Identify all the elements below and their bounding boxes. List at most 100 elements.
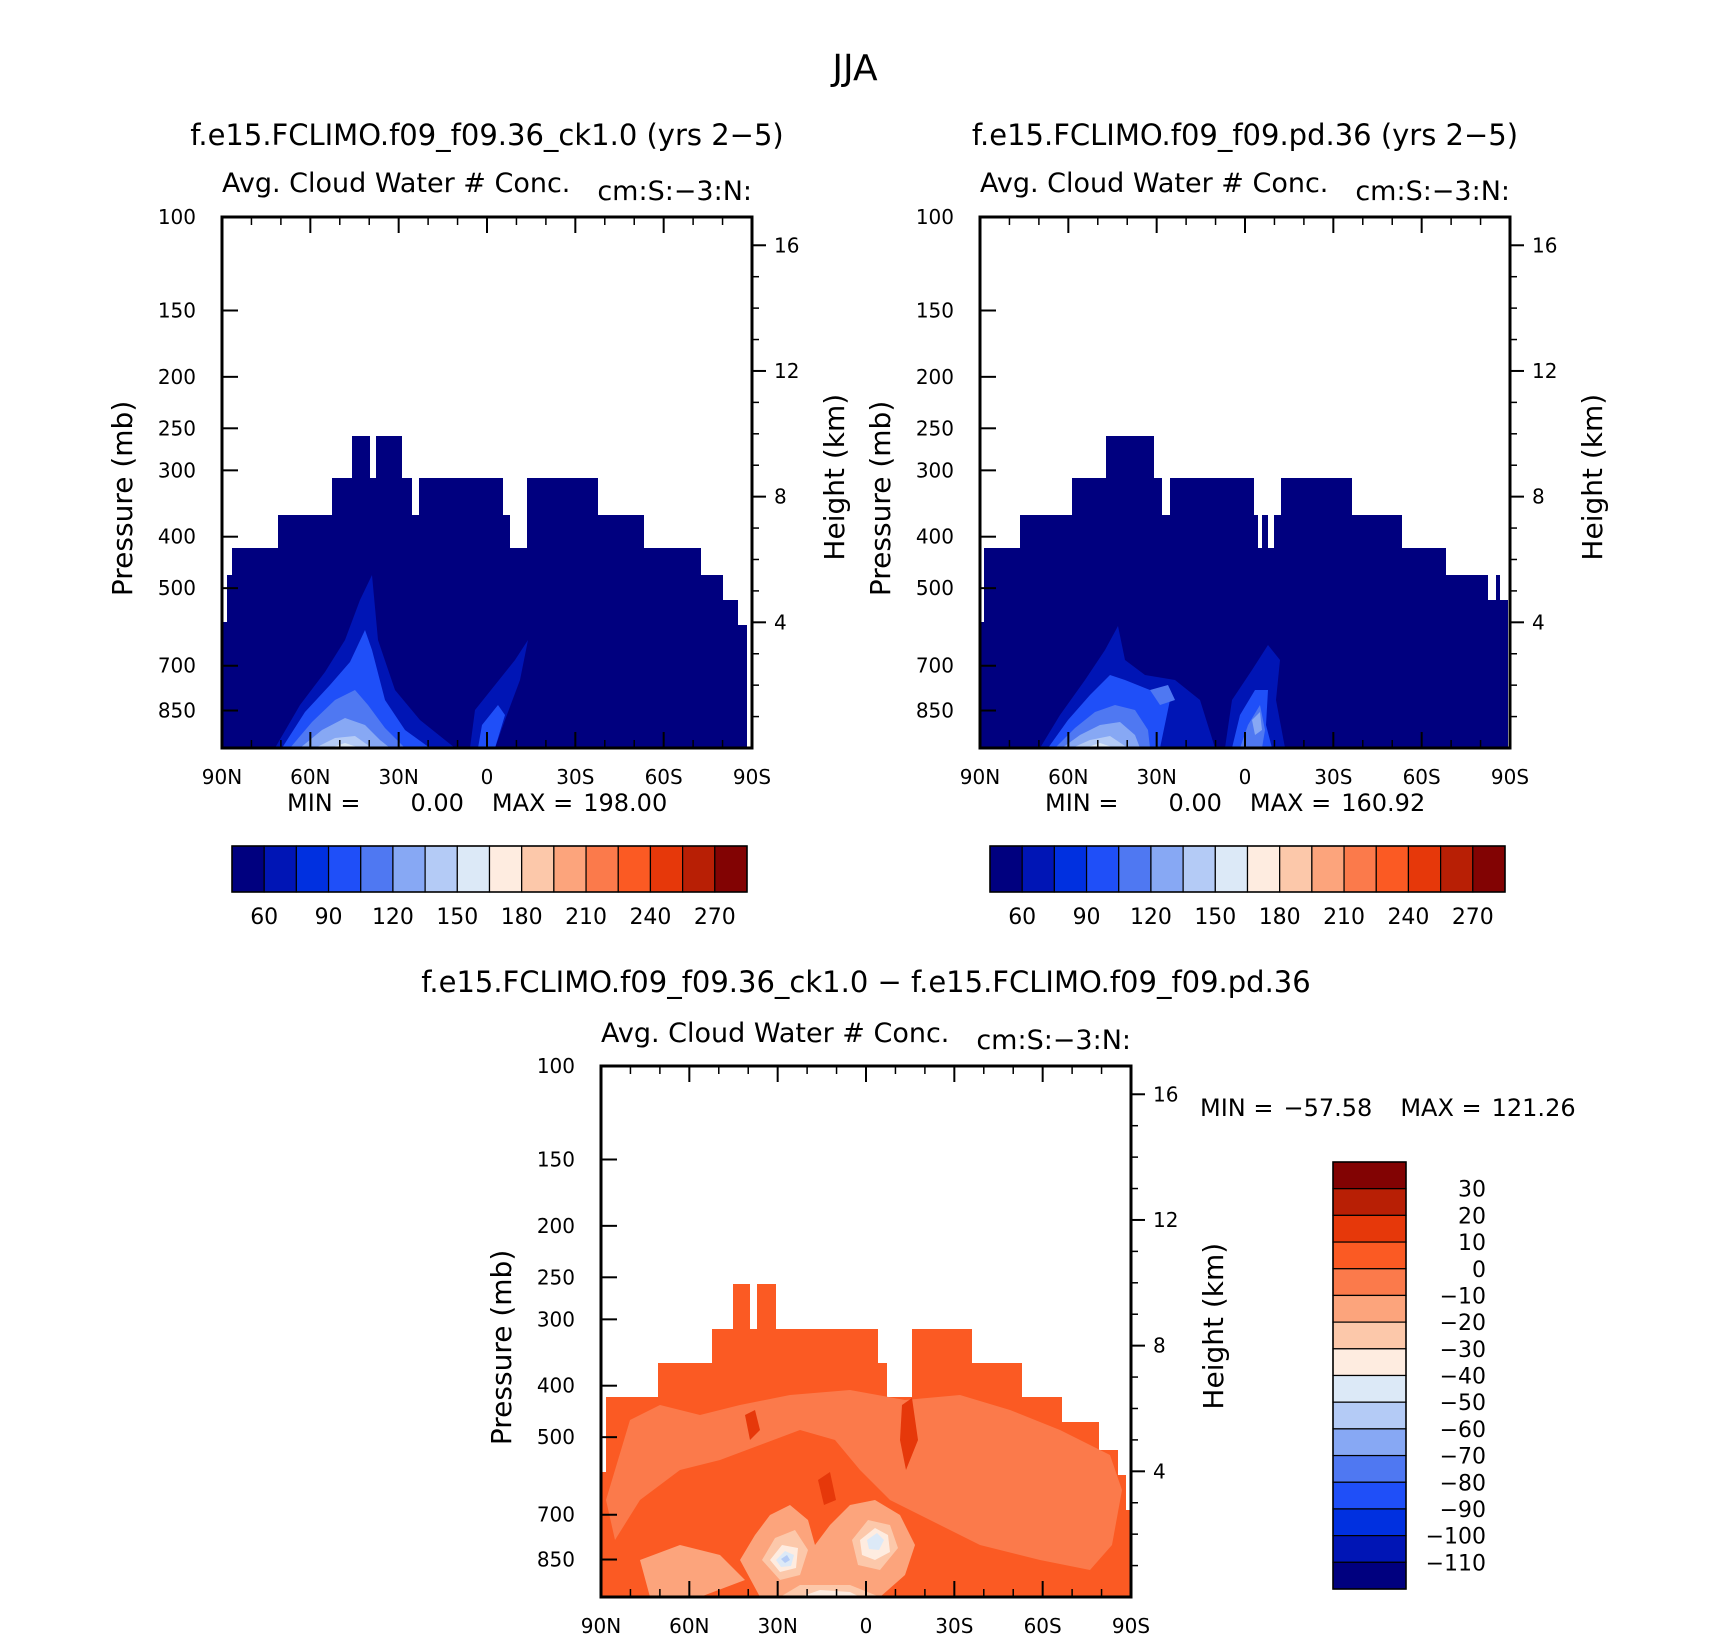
panel-a-colorbar-box — [360, 845, 394, 893]
panel-b-units: cm:S:−3:N: — [1355, 176, 1510, 207]
panel-a-colorbar-label: 150 — [436, 905, 478, 930]
panel-b-max-label: MAX = — [1250, 789, 1331, 817]
panel-b: f.e15.FCLIMO.f09_f09.pd.36 (yrs 2−5) Avg… — [864, 118, 1609, 930]
panel-a-max-label: MAX = — [492, 789, 573, 817]
panel-c-colorbar-label: −90 — [1440, 1498, 1486, 1523]
panel-c-max-value: 121.26 — [1492, 1094, 1576, 1122]
panel-b-ytick-label: 150 — [916, 299, 954, 323]
panel-a-colorbar-box — [714, 845, 748, 893]
panel-c-y2tick-label: 8 — [1153, 1334, 1166, 1358]
panel-c-colorbar-label: −80 — [1440, 1471, 1486, 1496]
panel-a-colorbar-box — [649, 845, 684, 893]
panel-b-colorbar-label: 210 — [1323, 905, 1365, 930]
panel-b-ytick-label: 850 — [916, 699, 954, 723]
panel-c-y2tick-label: 16 — [1153, 1082, 1178, 1106]
panel-a-colorbar-box — [392, 845, 426, 893]
panel-c-ytick-label: 250 — [537, 1265, 575, 1289]
panel-a-ytick-label: 700 — [158, 654, 196, 678]
panel-a-units: cm:S:−3:N: — [597, 176, 752, 207]
panel-b-colorbar-label: 120 — [1130, 905, 1172, 930]
panel-a-ytick-label: 100 — [158, 205, 196, 229]
panel-c-ytick-label: 300 — [537, 1307, 575, 1331]
panel-c-ylabel: Pressure (mb) — [485, 1250, 518, 1445]
panel-c-colorbar-box — [1332, 1294, 1407, 1323]
panel-b-colorbar-box — [1343, 845, 1377, 893]
panel-b-colorbar-box — [1150, 845, 1184, 893]
panel-a-colorbar-frame — [231, 845, 748, 893]
panel-a-colorbar-box — [424, 845, 458, 893]
panel-c-colorbar-box — [1332, 1535, 1407, 1563]
panel-c-xtick-label: 0 — [860, 1614, 873, 1636]
panel-b-subtitle: Avg. Cloud Water # Conc. — [980, 168, 1328, 199]
panel-c-colorbar-box — [1332, 1321, 1407, 1350]
panel-c-y2tick-label: 4 — [1153, 1459, 1166, 1483]
panel-c-field-level-5 — [776, 1533, 884, 1567]
panel-b-min-value: 0.00 — [1168, 789, 1221, 817]
panel-c-y2label: Height (km) — [1197, 1243, 1230, 1410]
panel-b-colorbar-box — [1279, 845, 1313, 893]
panel-a-ytick-label: 250 — [158, 416, 196, 440]
panel-c-colorbar-box — [1332, 1214, 1407, 1243]
panel-c-colorbar-box — [1332, 1374, 1407, 1403]
panel-b-colorbar: 60 90 120 150 180 210 240 270 — [989, 845, 1506, 930]
panel-b-ytick-label: 250 — [916, 416, 954, 440]
panel-b-max-value: 160.92 — [1341, 789, 1425, 817]
panel-a-y2label: Height (km) — [818, 394, 851, 561]
panel-a-colorbar-label: 180 — [501, 905, 543, 930]
panel-c-colorbar-box — [1332, 1188, 1407, 1216]
panel-a-field-level-4 — [300, 718, 390, 748]
panel-a-colorbar-box — [682, 845, 716, 893]
panel-c-ytick-label: 700 — [537, 1503, 575, 1527]
panel-b-colorbar-box — [1375, 845, 1410, 893]
panel-b-xtick-label: 90S — [1491, 765, 1529, 789]
panel-b-y2label: Height (km) — [1576, 394, 1609, 561]
panel-a-colorbar-label: 270 — [694, 905, 736, 930]
panel-a-colorbar-box — [231, 845, 265, 893]
panel-b-ytick-label: 100 — [916, 205, 954, 229]
panel-c-colorbar-label: 30 — [1458, 1178, 1486, 1203]
panel-c-colorbar-label: −30 — [1440, 1338, 1486, 1363]
panel-b-colorbar-label: 60 — [1008, 905, 1036, 930]
panel-c-xtick-label: 30S — [935, 1614, 973, 1636]
panel-c-colorbar-box — [1332, 1481, 1407, 1510]
panel-c-colorbar-box — [1332, 1508, 1407, 1537]
panel-b-y2tick-label: 8 — [1532, 485, 1545, 509]
panel-a-colorbar-box — [488, 845, 523, 893]
panel-c-colorbar-label: −100 — [1426, 1525, 1486, 1550]
panel-b-ylabel: Pressure (mb) — [864, 401, 897, 596]
panel-b-colorbar-label: 90 — [1073, 905, 1101, 930]
panel-c-ytick-label: 150 — [537, 1148, 575, 1172]
panel-c-colorbar-label: 10 — [1458, 1231, 1486, 1256]
panel-c-colorbar-label: −10 — [1440, 1284, 1486, 1309]
panel-b-colorbar-box — [989, 845, 1023, 893]
panel-b-y2tick-label: 16 — [1532, 233, 1557, 257]
panel-a-colorbar-box — [263, 845, 297, 893]
panel-a-ytick-label: 400 — [158, 525, 196, 549]
panel-b-ytick-label: 500 — [916, 576, 954, 600]
panel-a-xtick-label: 90S — [733, 765, 771, 789]
panel-c-ytick-label: 850 — [537, 1548, 575, 1572]
panel-b-colorbar-box — [1085, 845, 1120, 893]
panel-c-xtick-label: 60N — [669, 1614, 709, 1636]
panel-a-y2tick-label: 4 — [774, 610, 787, 634]
panel-a-colorbar-label: 210 — [565, 905, 607, 930]
panel-c-colorbar-box — [1332, 1401, 1407, 1430]
panel-b-axes: 90N 60N 30N 0 30S 60S 90S 100 150 200 250 300 400 500… — [864, 205, 1609, 817]
panel-a-colorbar-box — [553, 845, 587, 893]
panel-b-colorbar-label: 180 — [1259, 905, 1301, 930]
panel-c-field-level-6 — [781, 1555, 790, 1563]
panel-a-axes: 90N 60N 30N 0 30S 60S 90S 100 150 200 250 300 400 500… — [106, 205, 851, 817]
panel-c-min-label: MIN = — [1200, 1094, 1273, 1122]
panel-c-ytick-label: 200 — [537, 1214, 575, 1238]
panel-a-ytick-label: 200 — [158, 365, 196, 389]
panel-a-colorbar: 60 90 120 150 180 210 240 270 — [231, 845, 748, 930]
panel-c-field-dark-spot-1 — [745, 1410, 760, 1440]
panel-a-min-max: MIN = 0.00 MAX = 198.00 — [287, 789, 667, 817]
panel-b-ytick-label: 700 — [916, 654, 954, 678]
panel-b-field-level-5 — [1072, 736, 1128, 748]
panel-a-subtitle: Avg. Cloud Water # Conc. — [222, 168, 570, 199]
panel-c-colorbar-box — [1332, 1268, 1407, 1297]
panel-a-ylabel: Pressure (mb) — [106, 401, 139, 596]
panel-b-xtick-label: 60S — [1403, 765, 1441, 789]
panel-b-colorbar-box — [1021, 845, 1055, 893]
